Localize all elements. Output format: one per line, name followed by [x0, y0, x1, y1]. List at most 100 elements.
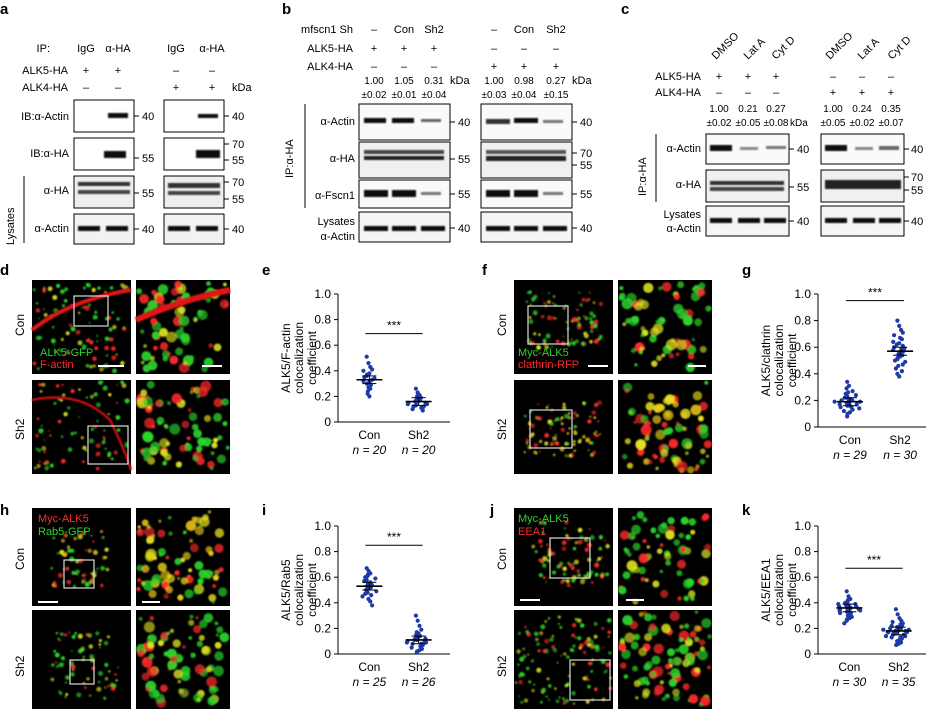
- data-point: [363, 591, 368, 596]
- row-label: ALK4-HA: [22, 82, 69, 94]
- x-tick-label: Sh2: [408, 428, 430, 442]
- y-tick-label: 0.8: [794, 545, 811, 559]
- stain-label: Rab5-GFP: [38, 526, 91, 538]
- panel-f-micrographs: f Con Sh2 Myc-ALK5 clathrin-RFP: [482, 262, 712, 474]
- quant-b: 1.00 1.05 0.31 1.00 0.98 0.27 ±0.02 ±0.01 ±0.0…: [362, 76, 569, 101]
- data-point: [903, 359, 908, 364]
- svg-text:–: –: [745, 87, 752, 99]
- fiber: [30, 288, 132, 332]
- stain-label: Myc-ALK5: [518, 513, 569, 525]
- data-point: [899, 369, 905, 374]
- svg-text:±0.07: ±0.07: [879, 118, 904, 129]
- sign: +: [173, 82, 179, 94]
- svg-text:±0.02: ±0.02: [707, 118, 732, 129]
- svg-text:±0.02: ±0.02: [362, 90, 387, 101]
- svg-text:40: 40: [142, 111, 154, 123]
- panel-letter: e: [262, 262, 270, 279]
- y-tick-label: 0.6: [314, 338, 331, 352]
- data-point: [370, 603, 375, 608]
- y-tick-label: 0: [804, 420, 811, 434]
- svg-text:0.35: 0.35: [881, 104, 901, 115]
- blot-label: Lysates: [663, 209, 701, 221]
- data-point: [883, 634, 889, 639]
- data-point: [419, 627, 424, 632]
- markers-c: 40 55 40 40 70 55 40: [789, 144, 923, 228]
- x-tick-label: Con: [358, 660, 380, 674]
- svg-text:0.21: 0.21: [738, 104, 758, 115]
- data-point: [417, 623, 422, 628]
- sign: –: [209, 65, 216, 77]
- data-point: [845, 414, 850, 419]
- fluorescence-puncta: [618, 281, 712, 373]
- svg-text:55: 55: [142, 188, 154, 200]
- svg-text:40: 40: [797, 144, 809, 156]
- svg-text:1.05: 1.05: [394, 76, 414, 87]
- panel-letter: f: [482, 262, 488, 279]
- zoom-box: [87, 425, 129, 465]
- side-label: IP:α-HA: [284, 139, 296, 178]
- scatter-charts: 0 0.2 0.4 0.6 0.8 1.0 ALK5/F-actincolocalizati…: [279, 286, 926, 689]
- svg-text:55: 55: [911, 185, 923, 197]
- data-point: [892, 333, 897, 338]
- panel-letter: j: [489, 502, 494, 519]
- data-point: [420, 408, 425, 413]
- stain-label: F-actin: [40, 359, 74, 371]
- blot-label: α-HA: [330, 153, 356, 165]
- svg-text:–: –: [491, 24, 498, 36]
- significance-label: ***: [867, 553, 881, 567]
- y-tick-label: 0.8: [794, 314, 811, 328]
- y-tick-label: 0: [324, 415, 331, 429]
- panel-j-micrographs: j Con Sh2 Myc-ALK5 EEA1: [489, 502, 712, 709]
- svg-text:0.27: 0.27: [766, 104, 786, 115]
- n-label: n = 30: [833, 675, 867, 689]
- panel-h-micrographs: h Con Sh2 Myc-ALK5 Rab5-GFP: [0, 502, 230, 709]
- micrograph: [514, 508, 613, 606]
- zoom-box: [63, 559, 95, 589]
- sign: +: [209, 82, 215, 94]
- svg-text:55: 55: [232, 155, 244, 167]
- sign: –: [173, 65, 180, 77]
- fluorescence-puncta: [136, 510, 228, 604]
- n-label: n = 35: [882, 675, 916, 689]
- svg-text:70: 70: [580, 148, 592, 160]
- data-point: [832, 399, 837, 404]
- svg-text:55: 55: [580, 189, 592, 201]
- svg-text:40: 40: [911, 216, 923, 228]
- svg-text:±0.01: ±0.01: [392, 90, 417, 101]
- svg-text:40: 40: [911, 144, 923, 156]
- stain-label: ALK5-GFP: [40, 347, 93, 359]
- y-tick-label: 0.4: [794, 367, 811, 381]
- panel-a: a IP: IgG α-HA IgG α-HA ALK5-HA + + – – …: [0, 1, 252, 245]
- y-axis-label: ALK5/clathrincolocalizationcoefficient: [759, 324, 799, 396]
- svg-text:+: +: [401, 43, 407, 55]
- x-tick-label: Con: [838, 660, 860, 674]
- data-point: [367, 394, 372, 399]
- fluorescence-puncta: [622, 380, 712, 474]
- data-point: [844, 589, 849, 594]
- svg-text:1.00: 1.00: [364, 76, 384, 87]
- data-point: [369, 593, 374, 598]
- x-tick-label: Con: [839, 433, 861, 447]
- svg-text:+: +: [773, 71, 779, 83]
- data-point: [838, 405, 843, 410]
- svg-text:70: 70: [911, 172, 923, 184]
- blot-label: α-Actin: [321, 231, 355, 243]
- x-tick-label: Sh2: [889, 433, 911, 447]
- data-point: [373, 576, 378, 581]
- blot-label: IB:α-Actin: [21, 111, 69, 123]
- svg-text:Con: Con: [394, 24, 414, 36]
- blot-bands-b: [364, 118, 567, 231]
- svg-text:70: 70: [232, 139, 244, 151]
- svg-text:55: 55: [232, 194, 244, 206]
- chart-e: 0 0.2 0.4 0.6 0.8 1.0 ALK5/F-actincolocalizati…: [279, 287, 450, 457]
- data-point: [366, 361, 371, 366]
- svg-text:0.98: 0.98: [514, 76, 534, 87]
- svg-text:0.27: 0.27: [546, 76, 566, 87]
- data-point: [413, 613, 418, 618]
- micrograph: [32, 508, 131, 606]
- svg-text:+: +: [716, 71, 722, 83]
- data-point: [890, 619, 895, 625]
- svg-text:–: –: [491, 43, 498, 55]
- svg-text:±0.15: ±0.15: [544, 90, 569, 101]
